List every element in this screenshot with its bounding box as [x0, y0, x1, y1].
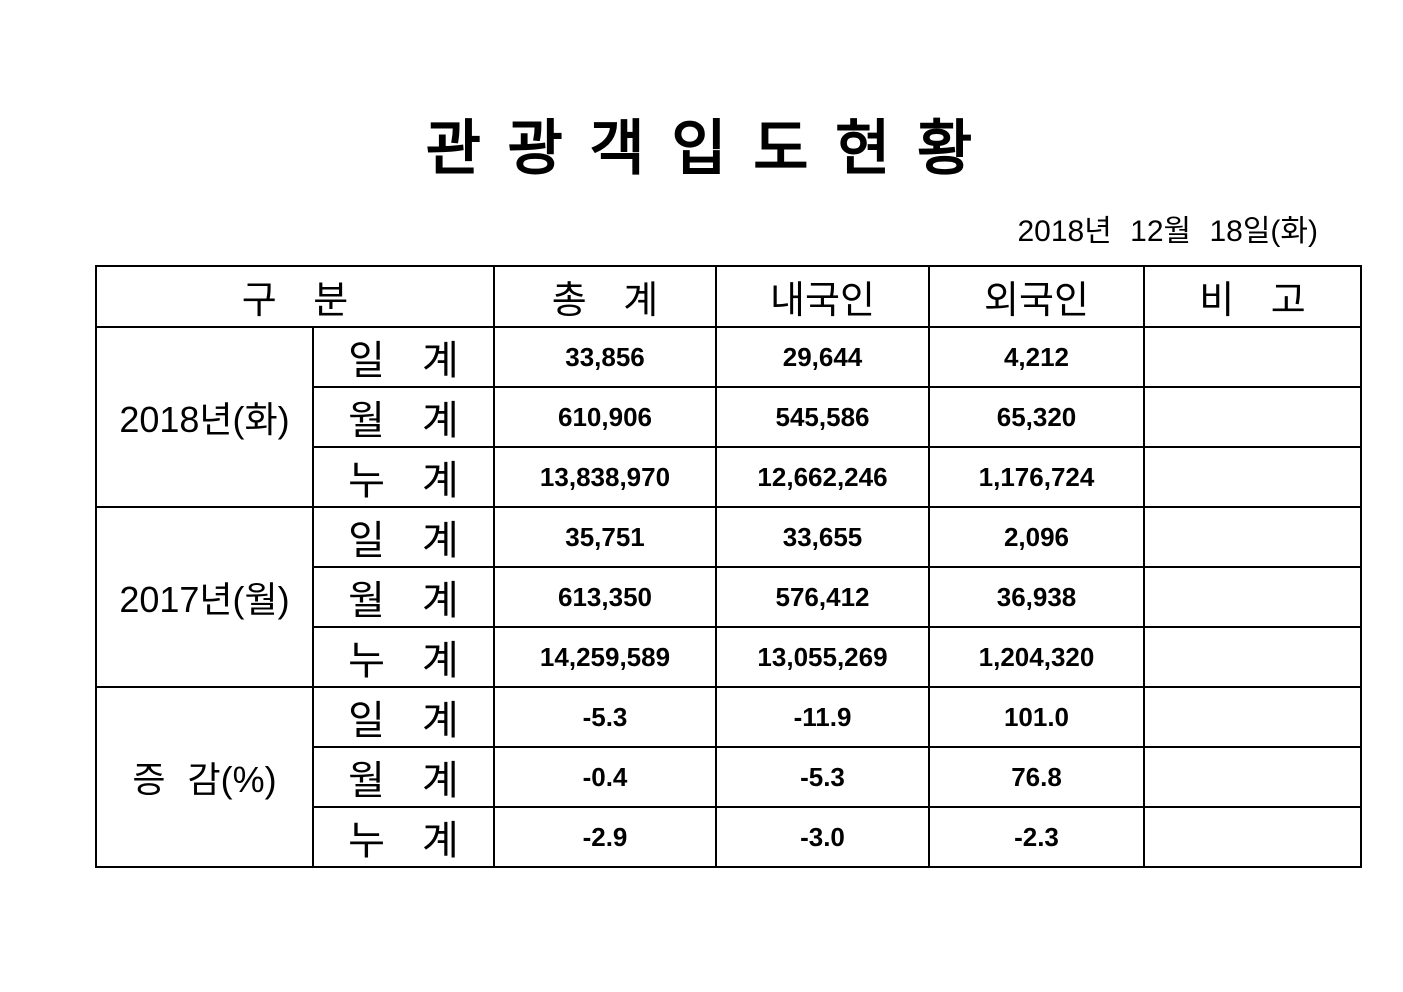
- foreign-value: 65,320: [928, 386, 1145, 448]
- domestic-value: 545,586: [715, 386, 930, 448]
- table-row: 누 계 -2.9 -3.0 -2.3: [96, 806, 1362, 868]
- row-label: 누 계: [312, 626, 495, 688]
- note-cell: [1143, 626, 1362, 688]
- total-value: -5.3: [493, 686, 717, 748]
- header-domestic: 내국인: [715, 265, 930, 328]
- foreign-value: 101.0: [928, 686, 1145, 748]
- foreign-value: 4,212: [928, 326, 1145, 388]
- domestic-value: 576,412: [715, 566, 930, 628]
- group-label-2018: 2018년(화): [95, 326, 314, 508]
- note-cell: [1143, 806, 1362, 868]
- row-label: 누 계: [312, 446, 495, 508]
- table-row: 증 감(%) 일 계 -5.3 -11.9 101.0: [95, 686, 1362, 868]
- foreign-value: -2.3: [928, 806, 1145, 868]
- table-row: 월 계 610,906 545,586 65,320: [96, 386, 1362, 448]
- domestic-value: -3.0: [715, 806, 930, 868]
- total-value: 14,259,589: [493, 626, 717, 688]
- tourist-arrivals-table: 구 분 총 계 내국인 외국인 비 고 2018년(화) 일 계 33,856 …: [95, 265, 1362, 868]
- table-row: 누 계 14,259,589 13,055,269 1,204,320: [96, 626, 1362, 688]
- row-label: 일 계: [312, 506, 495, 568]
- note-cell: [1143, 746, 1362, 808]
- domestic-value: 33,655: [715, 506, 930, 568]
- domestic-value: 12,662,246: [715, 446, 930, 508]
- row-label: 월 계: [312, 746, 495, 808]
- header-note: 비 고: [1143, 265, 1362, 328]
- header-total: 총 계: [493, 265, 717, 328]
- header-foreign: 외국인: [928, 265, 1145, 328]
- total-value: 13,838,970: [493, 446, 717, 508]
- note-cell: [1143, 686, 1362, 748]
- row-label: 일 계: [312, 686, 495, 748]
- note-cell: [1143, 566, 1362, 628]
- table-row: 2017년(월) 일 계 35,751 33,655 2,096: [95, 506, 1362, 688]
- domestic-value: 13,055,269: [715, 626, 930, 688]
- page-title: 관 광 객 입 도 현 황: [425, 115, 978, 182]
- row-label: 월 계: [312, 386, 495, 448]
- group-label-change: 증 감(%): [95, 686, 314, 868]
- foreign-value: 76.8: [928, 746, 1145, 808]
- header-row: 구 분 총 계 내국인 외국인 비 고: [95, 265, 1362, 328]
- total-value: 613,350: [493, 566, 717, 628]
- note-cell: [1143, 326, 1362, 388]
- total-value: 33,856: [493, 326, 717, 388]
- foreign-value: 1,204,320: [928, 626, 1145, 688]
- total-value: -2.9: [493, 806, 717, 868]
- foreign-value: 1,176,724: [928, 446, 1145, 508]
- row-label: 월 계: [312, 566, 495, 628]
- total-value: 610,906: [493, 386, 717, 448]
- table-row: 월 계 -0.4 -5.3 76.8: [96, 746, 1362, 808]
- domestic-value: 29,644: [715, 326, 930, 388]
- row-label: 누 계: [312, 806, 495, 868]
- group-label-2017: 2017년(월): [95, 506, 314, 688]
- table-row: 누 계 13,838,970 12,662,246 1,176,724: [96, 446, 1362, 508]
- total-value: 35,751: [493, 506, 717, 568]
- note-cell: [1143, 506, 1362, 568]
- domestic-value: -5.3: [715, 746, 930, 808]
- domestic-value: -11.9: [715, 686, 930, 748]
- table-row: 2018년(화) 일 계 33,856 29,644 4,212: [95, 326, 1362, 508]
- total-value: -0.4: [493, 746, 717, 808]
- header-category: 구 분: [95, 265, 495, 328]
- foreign-value: 36,938: [928, 566, 1145, 628]
- note-cell: [1143, 446, 1362, 508]
- report-date: 2018년 12월 18일(화): [1017, 215, 1318, 248]
- note-cell: [1143, 386, 1362, 448]
- foreign-value: 2,096: [928, 506, 1145, 568]
- row-label: 일 계: [312, 326, 495, 388]
- table-row: 월 계 613,350 576,412 36,938: [96, 566, 1362, 628]
